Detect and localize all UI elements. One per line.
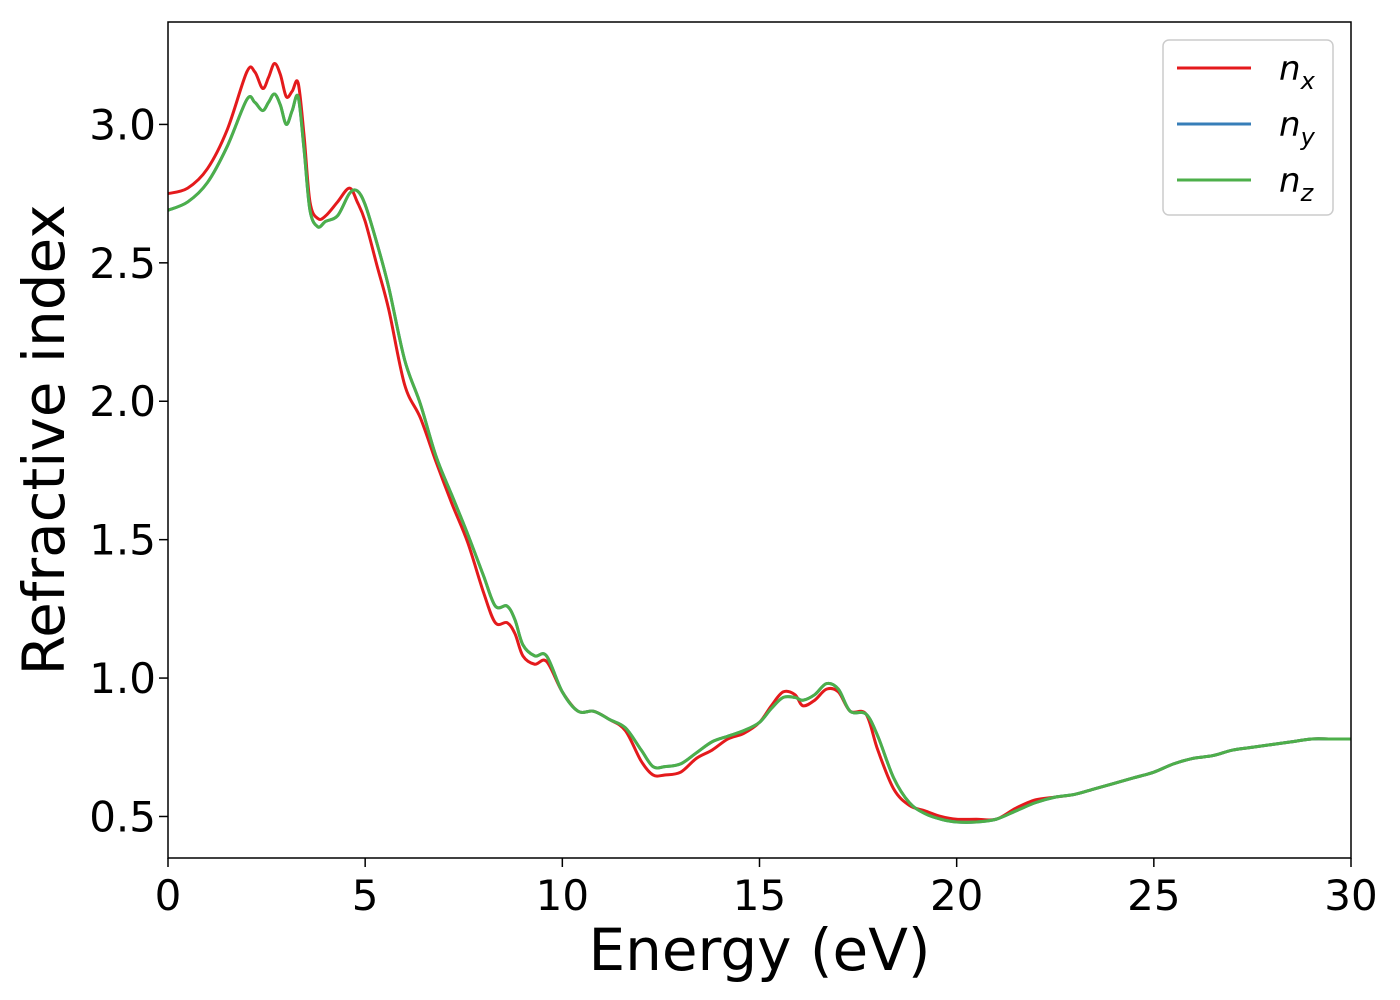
y-tick-label: 3.0 — [89, 100, 156, 149]
x-axis-ticks: 0 5 10 15 20 25 30 — [155, 858, 1378, 920]
y-axis-label: Refractive index — [10, 204, 78, 675]
x-tick-label: 20 — [930, 871, 983, 920]
legend-box — [1162, 39, 1334, 216]
y-axis-ticks: 0.5 1.0 1.5 2.0 2.5 3.0 — [89, 100, 168, 841]
legend-label-subscript: x — [1300, 67, 1316, 95]
x-axis-label: Energy (eV) — [588, 916, 930, 984]
y-tick-label: 1.5 — [89, 516, 156, 565]
legend-label-main: n — [1279, 161, 1301, 201]
y-tick-label: 2.5 — [89, 239, 156, 288]
x-tick-label: 0 — [155, 871, 182, 920]
legend-label-subscript: y — [1300, 123, 1316, 151]
legend-label-main: n — [1279, 105, 1301, 145]
legend-label-subscript: z — [1300, 179, 1315, 207]
x-tick-label: 15 — [733, 871, 786, 920]
legend-label-main: n — [1279, 49, 1301, 89]
x-tick-label: 5 — [352, 871, 379, 920]
series-line-n-z — [168, 92, 1351, 824]
y-tick-label: 0.5 — [89, 792, 156, 841]
series-layer — [168, 62, 1351, 824]
x-tick-label: 30 — [1324, 871, 1377, 920]
legend-label-n-y: ny — [1279, 105, 1316, 151]
legend-label-n-z: nz — [1279, 161, 1315, 207]
x-tick-label: 10 — [536, 871, 589, 920]
y-tick-label: 2.0 — [89, 377, 156, 426]
x-tick-label: 25 — [1127, 871, 1180, 920]
legend-label-n-x: nx — [1279, 49, 1316, 95]
y-tick-label: 1.0 — [89, 654, 156, 703]
